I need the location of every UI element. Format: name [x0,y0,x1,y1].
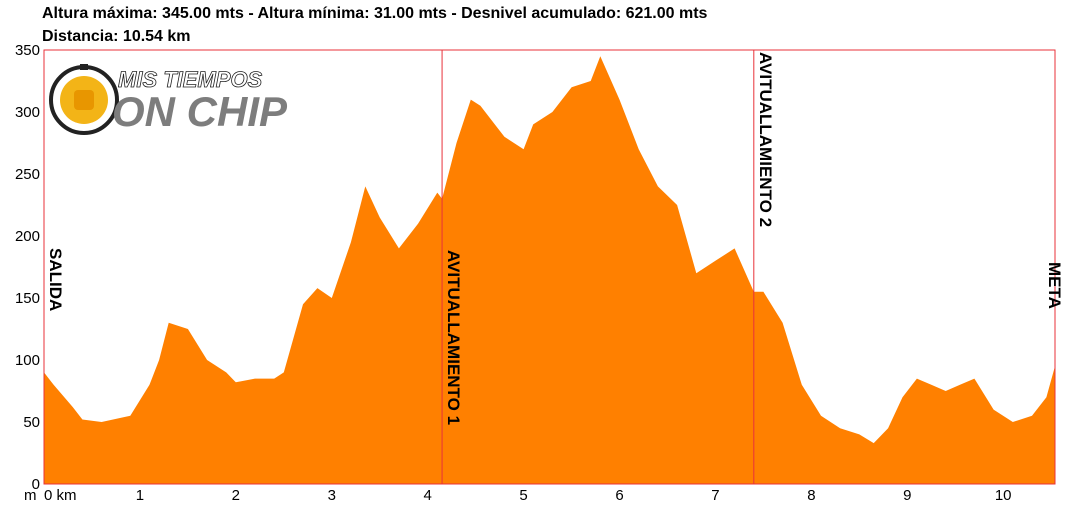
logo-chip-pad [74,90,94,110]
x-tick-label: 2 [232,487,240,504]
y-tick-label: 0 [32,476,40,493]
brand-logo: MIS TIEMPOS ON CHIP [49,64,288,135]
marker-label: AVITUALLAMIENTO 1 [444,250,463,425]
y-tick-label: 50 [23,414,40,431]
y-tick-label: 150 [15,290,40,307]
logo-text-bottom: ON CHIP [112,88,288,135]
elevation-area [44,56,1055,484]
x-tick-label: 9 [903,487,911,504]
y-tick-label: 200 [15,228,40,245]
y-tick-label: 250 [15,166,40,183]
distance-header: Distancia: 10.54 km [42,28,191,45]
annotation-markers: SALIDA AVITUALLAMIENTO 1 AVITUALLAMIENTO 2… [43,50,1064,484]
x-tick-label: 5 [519,487,527,504]
y-tick-label: 100 [15,352,40,369]
area-layer [44,56,1055,484]
x-tick-label: 7 [711,487,719,504]
stats-header: Altura máxima: 345.00 mts - Altura mínim… [42,5,708,22]
marker-label: META [1045,262,1064,309]
logo-stem [80,64,88,70]
y-axis: 0 50 100 150 200 250 300 350 [15,42,40,493]
x-tick-label: 3 [328,487,336,504]
x-tick-label: 1 [136,487,144,504]
x-tick-label: 4 [424,487,432,504]
y-unit-label: m [24,487,37,504]
x-tick-label: 8 [807,487,815,504]
marker-label: AVITUALLAMIENTO 2 [756,52,775,227]
y-tick-label: 300 [15,104,40,121]
x-tick-label: 6 [615,487,623,504]
logo-text-top: MIS TIEMPOS [118,67,263,92]
x-axis: m 0 km 1 2 3 4 5 6 7 8 9 10 [24,487,1012,504]
x-tick-label: 10 [995,487,1012,504]
x-tick-label: 0 km [44,487,77,504]
y-tick-label: 350 [15,42,40,59]
marker-label: SALIDA [46,248,65,311]
